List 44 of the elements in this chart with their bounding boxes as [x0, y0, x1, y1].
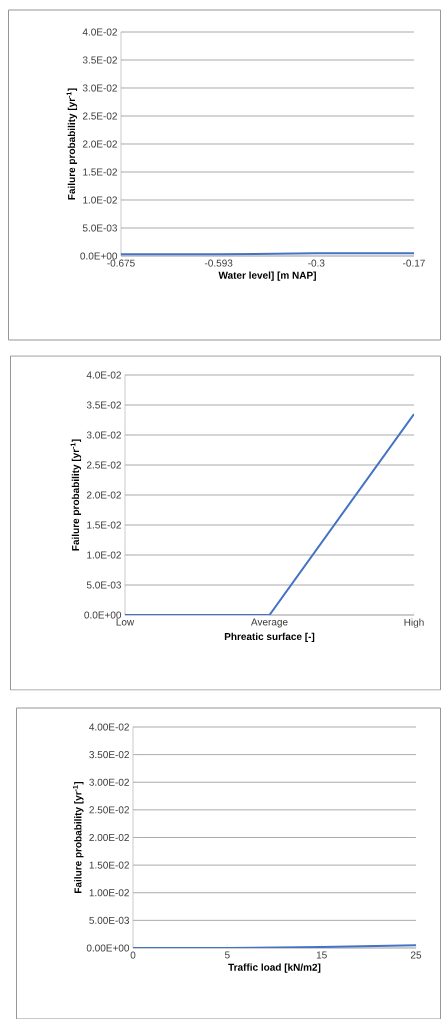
- y-tick-label: 3.5E-02: [86, 401, 121, 409]
- x-tick-label: 15: [316, 951, 327, 959]
- x-axis-title: Water level] [m NAP]: [218, 271, 316, 281]
- y-tick-label: 5.00E-03: [89, 916, 130, 924]
- y-tick-label: 2.0E-02: [86, 491, 121, 499]
- x-tick-label: -0.17: [403, 259, 425, 267]
- y-tick-label: 0.00E+00: [86, 944, 130, 952]
- x-tick-label: -0.593: [204, 259, 233, 267]
- x-tick-label: 5: [224, 951, 230, 959]
- x-tick-label: Average: [250, 618, 288, 628]
- y-tick-label: 1.0E-02: [83, 196, 117, 204]
- y-tick-label: 2.5E-02: [82, 112, 117, 120]
- x-tick-label: High: [404, 618, 424, 628]
- y-tick-label: 2.5E-02: [86, 461, 121, 469]
- x-tick-label: Low: [116, 618, 135, 626]
- y-tick-label: 0.0E+00: [84, 611, 122, 619]
- x-tick-label: 0: [130, 951, 136, 959]
- x-axis-title: Traffic load [kN/m2]: [228, 963, 321, 973]
- y-tick-label: 0.0E+00: [80, 252, 118, 260]
- x-tick-label: 25: [410, 951, 422, 959]
- y-tick-label: 5.0E-03: [86, 581, 122, 589]
- y-tick-label: 3.00E-02: [89, 778, 129, 786]
- x-axis-title: Phreatic surface [-]: [224, 632, 315, 643]
- y-tick-label: 4.0E-02: [86, 371, 121, 379]
- y-tick-label: 1.5E-02: [83, 168, 117, 176]
- x-tick-label: -0.3: [308, 259, 325, 267]
- y-tick-label: 3.0E-02: [86, 431, 121, 439]
- y-tick-label: 2.00E-02: [89, 833, 129, 842]
- y-tick-label: 2.50E-02: [89, 806, 129, 814]
- y-tick-label: 3.0E-02: [82, 84, 117, 92]
- x-tick-label: -0.675: [107, 259, 135, 267]
- y-axis-title: Failure probability [yr$^{-1}$]: [66, 88, 78, 200]
- y-tick-label: 4.00E-02: [89, 723, 129, 731]
- y-tick-label: 5.0E-03: [82, 224, 118, 232]
- y-tick-label: 3.50E-02: [89, 751, 129, 759]
- y-axis-title: Failure probability [yr$^{-1}$]: [70, 439, 82, 551]
- y-tick-label: 3.5E-02: [82, 56, 117, 64]
- y-tick-label: 1.0E-02: [87, 551, 121, 559]
- y-tick-label: 1.50E-02: [89, 861, 129, 869]
- y-tick-label: 1.00E-02: [89, 889, 129, 897]
- y-tick-label: 1.5E-02: [87, 521, 121, 529]
- y-tick-label: 4.0E-02: [82, 28, 117, 36]
- y-axis-title: Failure probability [yr$^{-1}$]: [72, 781, 84, 893]
- y-tick-label: 2.0E-02: [82, 140, 117, 148]
